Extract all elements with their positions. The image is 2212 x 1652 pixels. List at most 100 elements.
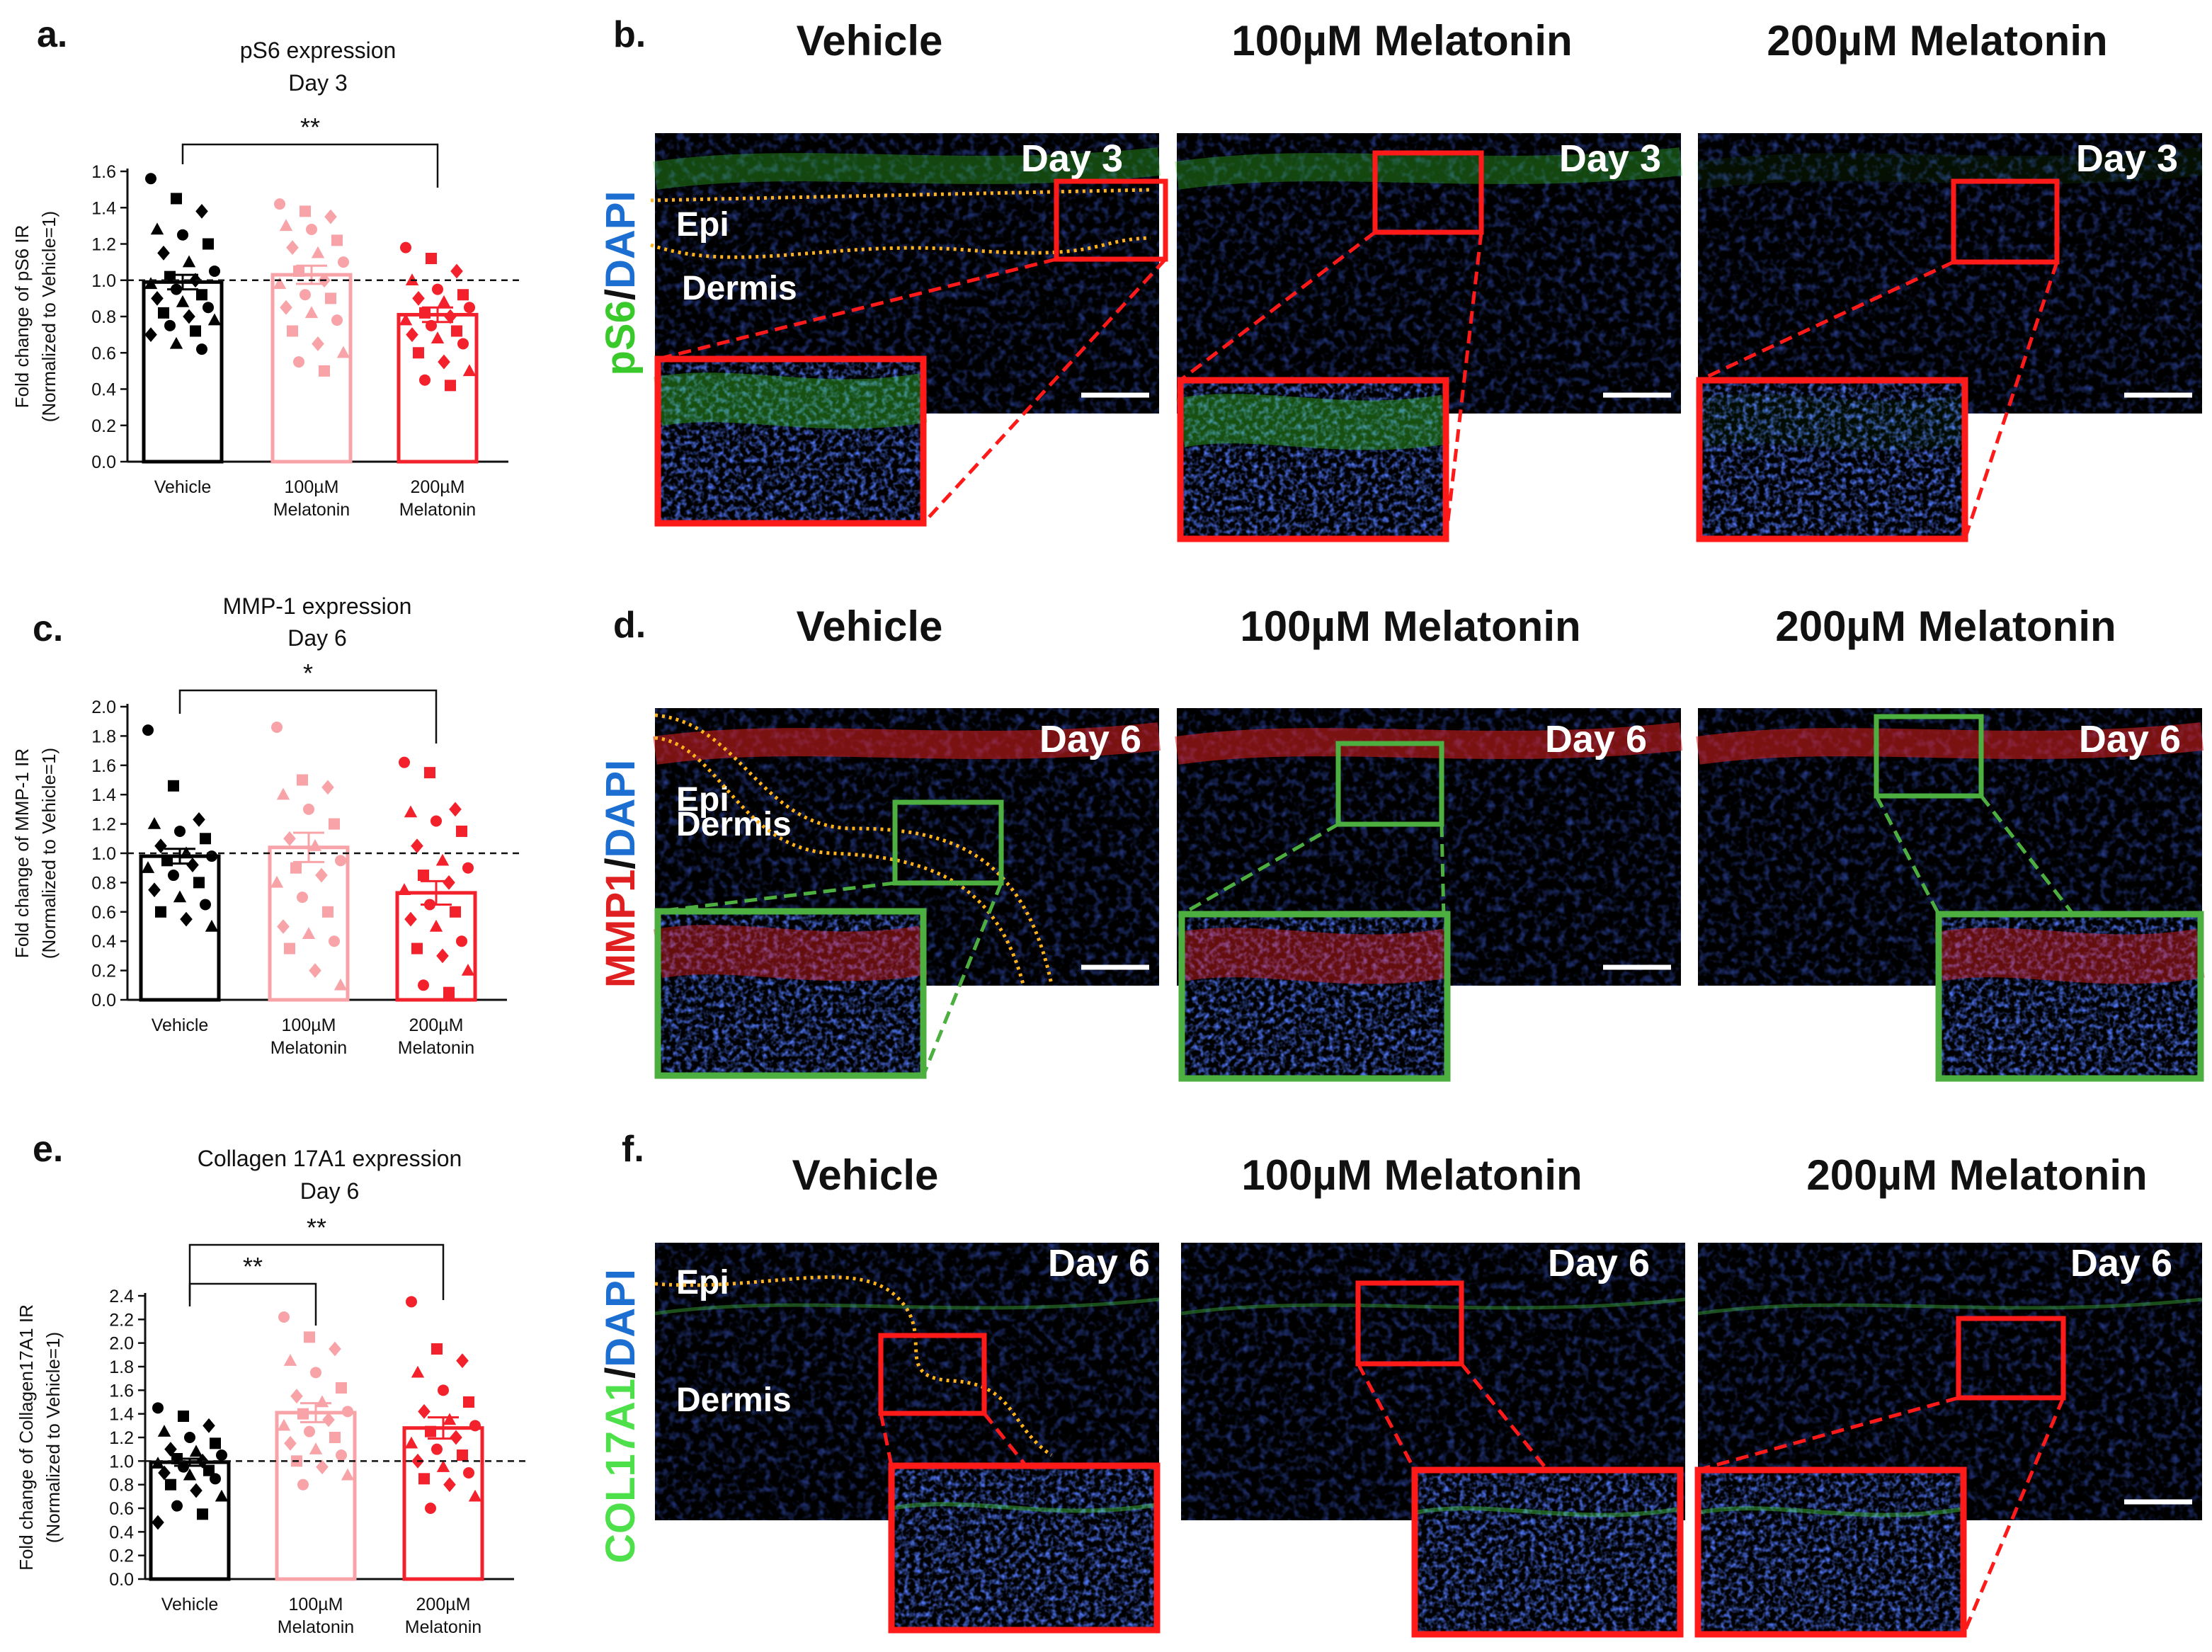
dapi-texture	[1698, 133, 2202, 414]
data-point	[196, 289, 207, 301]
day-label: Day 6	[1548, 1242, 1650, 1284]
column-header: 100µM Melatonin	[1241, 1151, 1582, 1199]
data-point	[193, 811, 205, 827]
zoom-inset	[653, 908, 928, 1079]
zoom-inset-frame	[1696, 377, 1968, 542]
x-tick-label: 200µM	[409, 1015, 464, 1035]
zoom-connector	[657, 257, 1057, 361]
data-point	[207, 313, 222, 326]
data-point	[190, 1483, 203, 1498]
zoom-connector	[1444, 232, 1483, 540]
data-point	[436, 1460, 450, 1472]
data-point	[341, 1468, 355, 1481]
data-point	[411, 1365, 425, 1378]
y-tick-label: 2.0	[109, 1334, 134, 1354]
data-point	[297, 774, 308, 786]
zoom-inset-frame	[1177, 377, 1449, 542]
inset-stain	[1934, 928, 2205, 984]
data-point	[438, 354, 450, 370]
data-point	[280, 300, 292, 315]
y-tick-label: 0.2	[91, 962, 116, 981]
column-header: 100µM Melatonin	[1231, 17, 1572, 64]
data-point	[431, 1443, 443, 1455]
zoom-region-box	[1951, 178, 2060, 265]
data-point	[155, 906, 166, 918]
data-point	[342, 1406, 353, 1418]
region-label-dermis: Dermis	[682, 270, 797, 307]
chart-c: MMP-1 expression Day 6 Fold change of MMP-…	[11, 593, 521, 1058]
y-axis-label-normalization: (Normalized to Vehicle=1)	[42, 1332, 64, 1543]
data-point	[151, 1457, 165, 1469]
chart-title: MMP-1 expression	[223, 593, 412, 619]
data-point	[293, 356, 304, 368]
data-point	[336, 1449, 347, 1461]
bar-0	[139, 854, 221, 1002]
data-point	[418, 870, 429, 882]
data-point	[400, 241, 411, 254]
stain-primary: COL17A1	[598, 1379, 644, 1563]
micrograph-panels: Vehicle 100µM Melatonin 200µM Melatonin pS6…	[598, 17, 2205, 1638]
stain-primary: MMP1	[598, 870, 644, 989]
day-label: Day 6	[1545, 718, 1647, 761]
panel-letter-e: e.	[33, 1129, 63, 1170]
data-point	[169, 336, 183, 349]
column-header: 200µM Melatonin	[1767, 17, 2107, 64]
data-point	[443, 1477, 456, 1493]
y-tick-label: 1.2	[91, 235, 116, 255]
zoom-inset	[1175, 377, 1450, 542]
inset-stain	[1177, 928, 1452, 984]
data-point	[308, 839, 322, 851]
zoom-inset-frame	[1935, 911, 2204, 1082]
bar-1	[275, 1411, 357, 1581]
data-point	[287, 325, 298, 337]
data-point	[210, 1473, 221, 1485]
day-label: Day 6	[2079, 718, 2181, 761]
zoom-inset-frame	[1178, 911, 1451, 1082]
zoom-inset	[1694, 1466, 1967, 1638]
data-point	[190, 325, 201, 337]
data-point	[145, 173, 156, 185]
data-point	[431, 331, 445, 343]
data-point	[215, 1489, 229, 1502]
data-point	[168, 870, 179, 882]
y-tick-label: 2.2	[109, 1310, 134, 1330]
data-point	[165, 1479, 176, 1491]
x-tick-label: Melatonin	[278, 1617, 354, 1637]
zoom-connector	[1874, 794, 1941, 916]
data-point	[303, 803, 314, 815]
data-point	[437, 295, 451, 307]
data-point	[449, 802, 462, 817]
data-point	[312, 336, 324, 351]
x-tick-label: Vehicle	[161, 1595, 219, 1614]
y-tick-label: 1.0	[109, 1452, 134, 1471]
significance-bracket	[188, 1243, 445, 1300]
data-point	[412, 290, 425, 306]
data-point	[164, 319, 176, 331]
data-point	[462, 364, 477, 377]
data-point	[206, 850, 217, 862]
x-tick-label: Melatonin	[399, 500, 476, 520]
data-point	[157, 245, 170, 261]
region-label-epi: Epi	[676, 206, 729, 244]
data-point	[450, 1430, 462, 1445]
y-tick-label: 0.0	[109, 1570, 134, 1590]
y-tick-label: 1.4	[91, 785, 116, 805]
zoom-connector	[1697, 1396, 1959, 1472]
data-point	[443, 1413, 457, 1425]
inset-stain	[1697, 1506, 1964, 1517]
day-label: Day 6	[1039, 718, 1141, 761]
y-tick-label: 1.4	[109, 1405, 134, 1425]
data-point	[411, 942, 423, 955]
data-point	[141, 861, 155, 873]
data-point	[426, 253, 437, 264]
stain-primary: pS6	[598, 300, 644, 375]
data-point	[404, 805, 418, 818]
y-tick-label: 1.6	[109, 1381, 134, 1401]
data-point	[444, 309, 457, 324]
y-axis-label: Fold change of Collagen17A1 IR	[16, 1304, 37, 1571]
data-point	[336, 1382, 347, 1394]
data-point	[315, 1395, 329, 1408]
panel-letter-b: b.	[613, 14, 646, 55]
y-tick-label: 1.4	[91, 198, 116, 218]
